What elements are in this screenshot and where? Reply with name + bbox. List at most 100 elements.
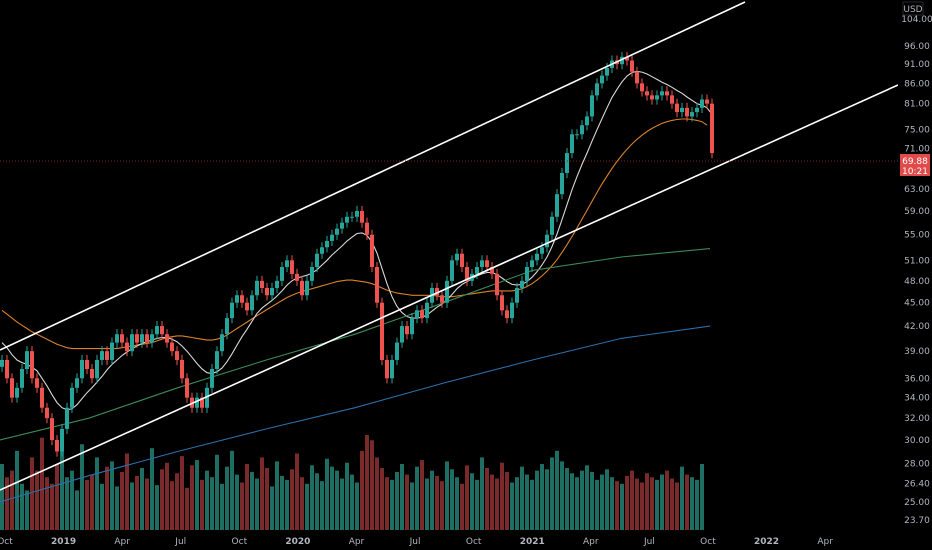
- candle-body: [330, 234, 334, 241]
- candle-body: [60, 428, 64, 452]
- candle-body: [400, 326, 404, 343]
- volume-bar: [685, 474, 689, 530]
- volume-bar: [230, 450, 234, 530]
- y-tick-label: 39.00: [904, 347, 930, 357]
- candle-body: [500, 295, 504, 311]
- x-tick-label: Oct: [232, 537, 248, 547]
- candle-body: [455, 253, 459, 261]
- volume-bar: [380, 467, 384, 530]
- x-tick-label: Apr: [349, 537, 365, 547]
- candle-body: [460, 253, 464, 268]
- volume-bar: [480, 457, 484, 530]
- ma-200-line: [0, 325, 711, 503]
- volume-bar: [30, 457, 34, 530]
- volume-bar: [145, 478, 149, 530]
- candle-body: [75, 378, 79, 388]
- volume-bar: [635, 478, 639, 530]
- volume-bar: [190, 465, 194, 530]
- candle-body: [520, 280, 524, 288]
- volume-bar: [370, 440, 374, 530]
- volume-bar: [390, 479, 394, 530]
- candle-body: [275, 280, 279, 288]
- candle-body: [125, 342, 129, 352]
- volume-bar: [240, 482, 244, 530]
- candle-body: [370, 234, 374, 268]
- candle-body: [245, 302, 249, 311]
- volume-bar: [270, 486, 274, 530]
- x-tick-label: Jul: [174, 537, 186, 547]
- volume-bar: [650, 477, 654, 530]
- candle-body: [595, 83, 599, 96]
- candle-body: [80, 359, 84, 379]
- volume-bar: [90, 474, 94, 530]
- volume-bar: [530, 479, 534, 530]
- volume-bar: [565, 467, 569, 530]
- candle-body: [480, 260, 484, 268]
- candle-body: [95, 359, 99, 379]
- candle-body: [350, 216, 354, 218]
- candle-body: [160, 326, 164, 335]
- channel-upper-line[interactable]: [0, 1, 746, 351]
- volume-bar: [575, 477, 579, 530]
- volume-bar: [375, 457, 379, 530]
- volume-bar: [290, 469, 294, 530]
- volume-bar: [210, 477, 214, 530]
- volume-bar: [700, 464, 704, 530]
- candle-body: [0, 359, 4, 367]
- channel-lower-line[interactable]: [0, 84, 899, 491]
- volume-bar: [410, 482, 414, 530]
- y-tick-label: 51.00: [904, 256, 930, 266]
- candle-body: [640, 83, 644, 92]
- volume-bar: [80, 444, 84, 530]
- volume-bar: [570, 473, 574, 530]
- volume-bar: [645, 473, 649, 530]
- volume-bar: [505, 471, 509, 530]
- candle-body: [100, 351, 104, 360]
- candle-body: [30, 351, 34, 379]
- volume-bar: [500, 462, 504, 530]
- trend-channel[interactable]: [0, 1, 899, 491]
- candle-body: [55, 440, 59, 452]
- candle-body: [85, 359, 89, 369]
- x-tick-label: Jul: [643, 537, 655, 547]
- candle-body: [110, 342, 114, 360]
- candle-body: [240, 295, 244, 303]
- volume-bar: [335, 470, 339, 530]
- candle-body: [510, 302, 514, 319]
- candle-body: [605, 67, 609, 76]
- x-axis[interactable]: Oct 2019 Apr Jul Oct 2020 Apr Jul Oct 2021 Apr Jul O…: [0, 530, 932, 550]
- candle-body: [295, 273, 299, 281]
- candle-body: [315, 253, 319, 268]
- volume-bar: [455, 477, 459, 530]
- y-axis[interactable]: 23.70 25.00 26.40 28.00 30.00 32.00 34.00 36.00…: [898, 0, 932, 550]
- volume-bar: [620, 483, 624, 530]
- volume-bar: [60, 450, 64, 530]
- candle-body: [215, 351, 219, 369]
- candle-body: [175, 351, 179, 360]
- currency-badge[interactable]: [902, 1, 924, 16]
- x-tick-label: 2021: [520, 537, 545, 547]
- candle-body: [170, 342, 174, 352]
- candle-body: [20, 368, 24, 388]
- volume-bar: [540, 464, 544, 530]
- y-tick-label: 42.00: [904, 322, 930, 332]
- volume-bar: [310, 465, 314, 530]
- volume-bar: [510, 482, 514, 530]
- candle-body: [355, 210, 359, 217]
- candle-body: [220, 334, 224, 352]
- x-tick-label: Oct: [466, 537, 482, 547]
- volume-bar: [515, 477, 519, 530]
- candle-body: [420, 310, 424, 319]
- volume-bar: [595, 479, 599, 530]
- candle-body: [345, 216, 349, 223]
- y-tick-label: 81.00: [904, 100, 930, 110]
- y-axis-ticks: 23.70 25.00 26.40 28.00 30.00 32.00 34.00 36.00…: [901, 15, 932, 526]
- volume-bar: [550, 457, 554, 530]
- candle-body: [360, 210, 364, 223]
- candle-body: [155, 326, 159, 335]
- volume-bar: [285, 479, 289, 530]
- candle-body: [415, 310, 419, 319]
- volume-bar: [260, 457, 264, 530]
- candle-body: [35, 378, 39, 388]
